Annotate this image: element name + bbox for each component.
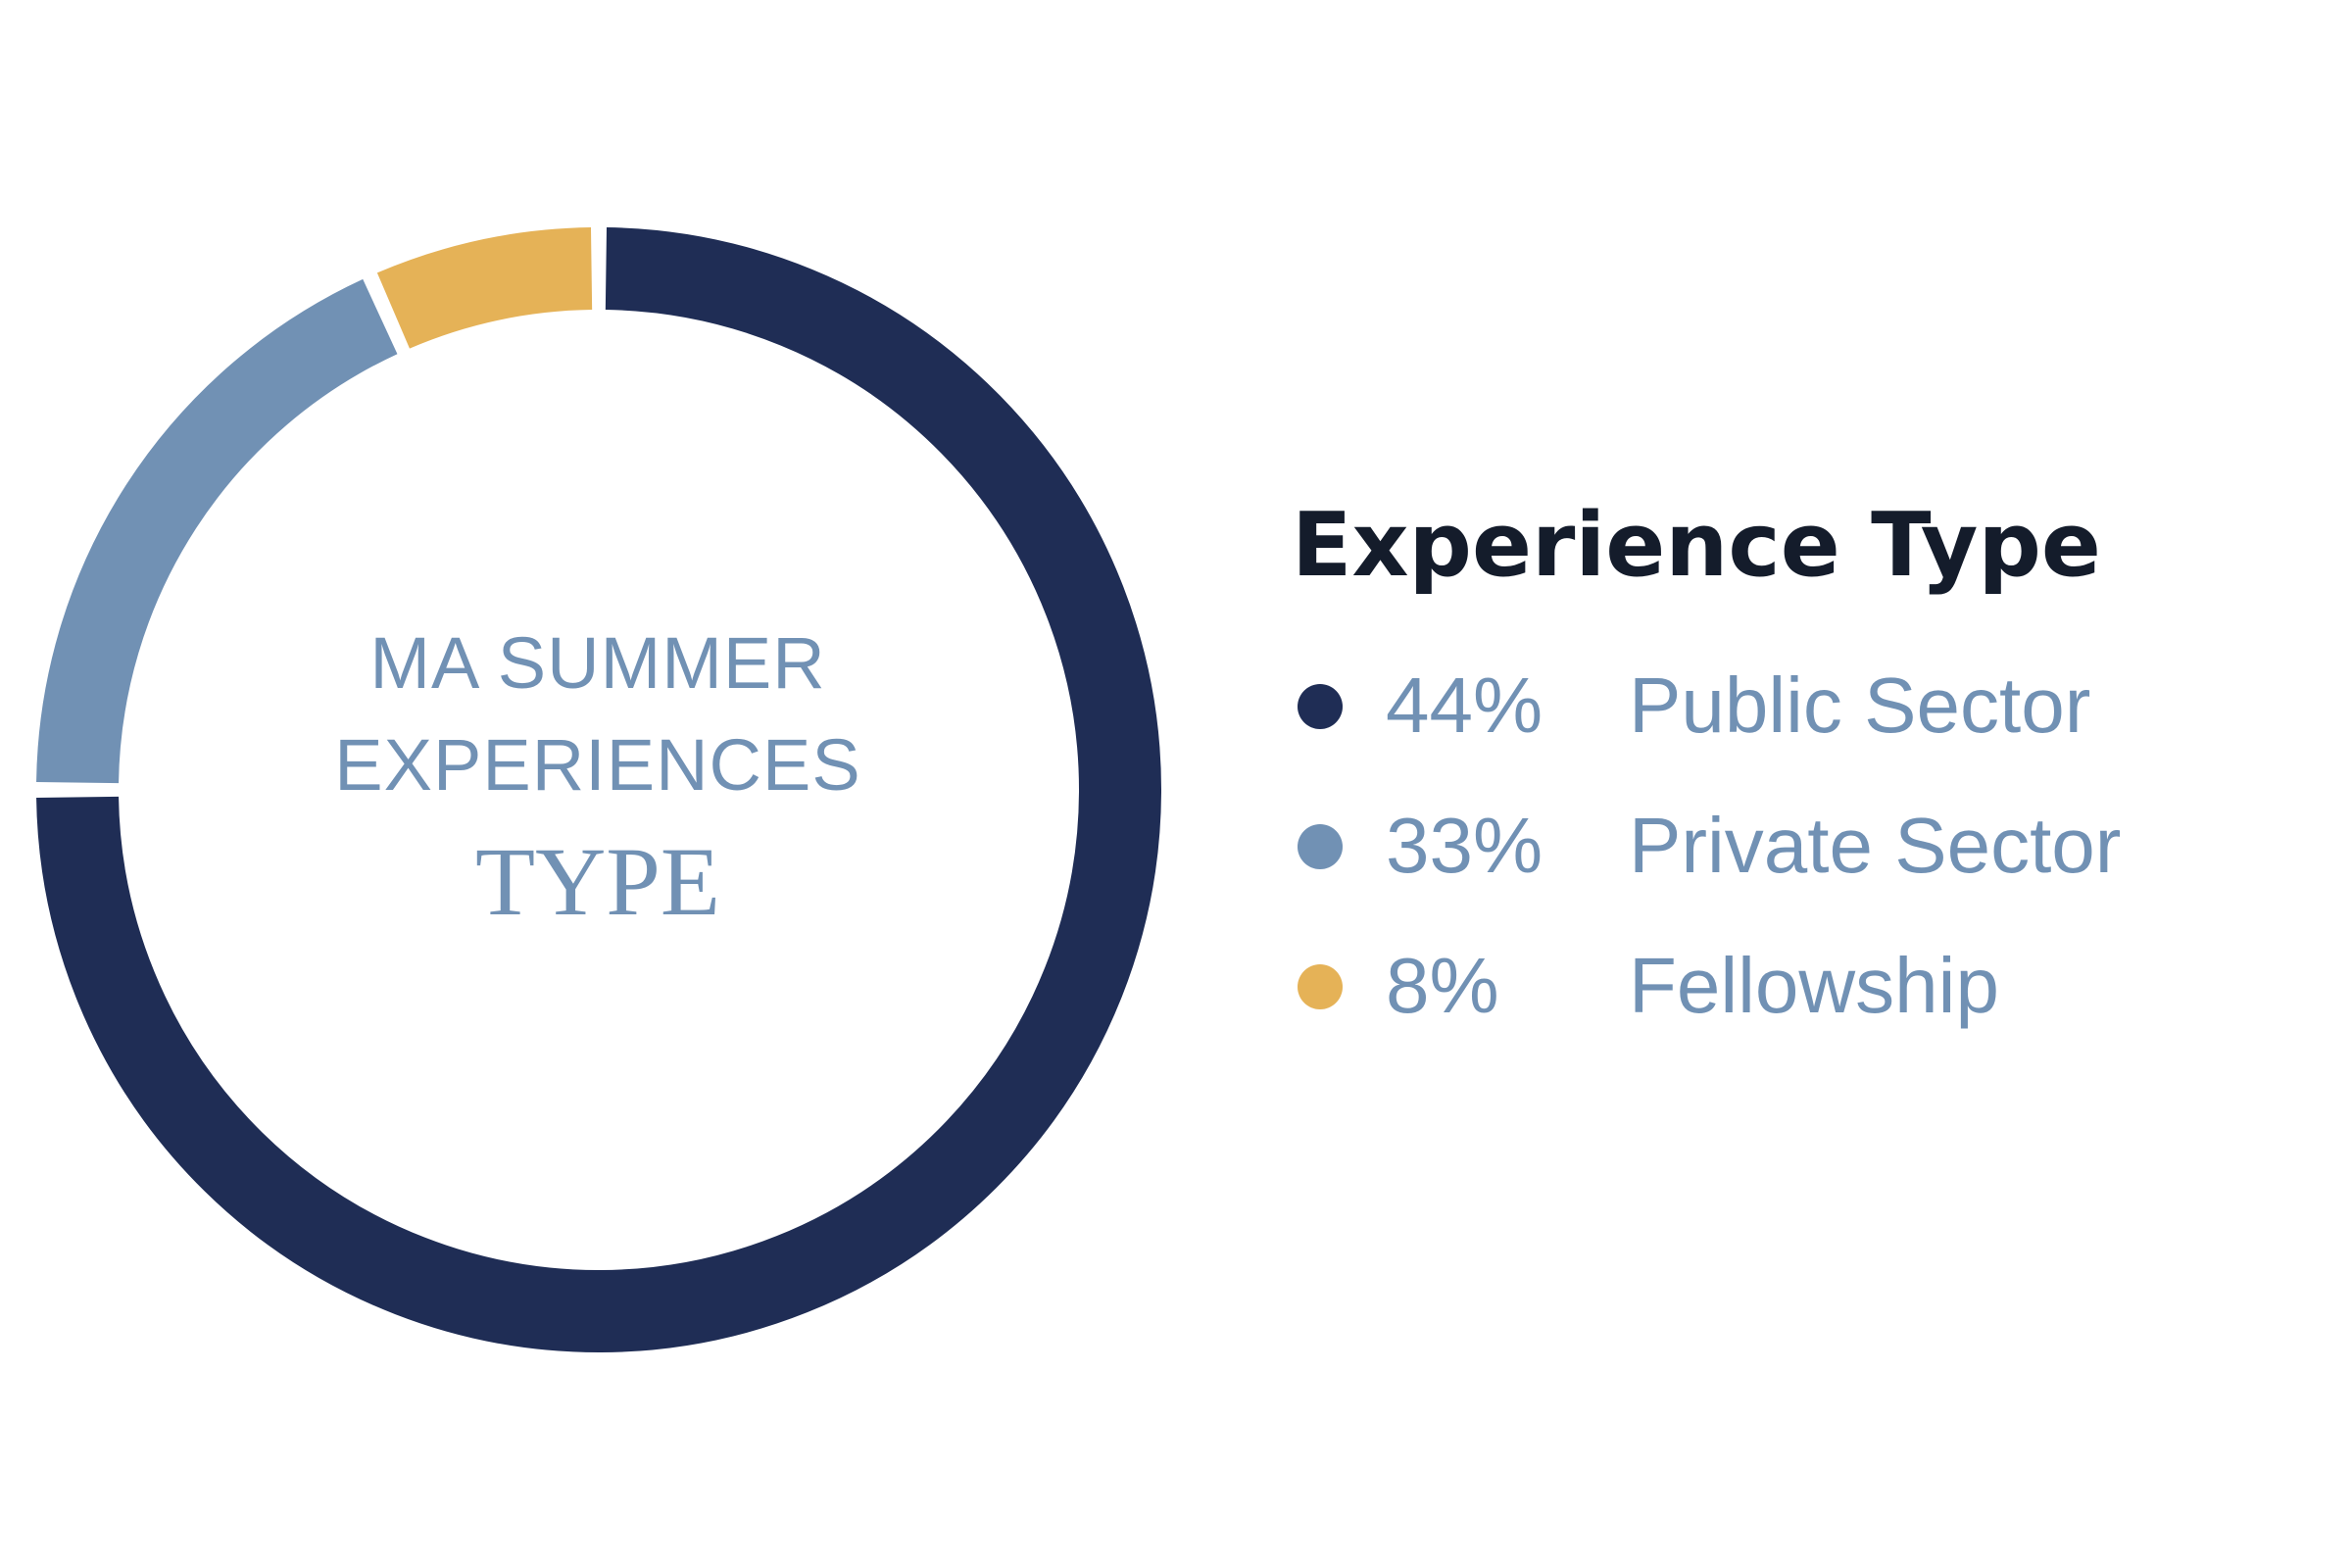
legend-label-fellowship: Fellowship bbox=[1629, 942, 1999, 1029]
legend-label-public-sector: Public Sector bbox=[1629, 662, 2091, 749]
legend-percent-fellowship: 8% bbox=[1386, 942, 1499, 1029]
donut-chart bbox=[36, 227, 1161, 1352]
legend-title: Experience Type bbox=[1292, 494, 2101, 597]
donut-segment-fellowship bbox=[376, 227, 593, 349]
center-label-line-1: MA SUMMER bbox=[369, 622, 826, 704]
donut-segment-public-sector bbox=[36, 227, 1161, 1352]
legend-percent-public-sector: 44% bbox=[1386, 662, 1544, 749]
legend-dot-fellowship bbox=[1298, 964, 1343, 1009]
legend-percent-private-sector: 33% bbox=[1386, 802, 1544, 889]
center-label-line-3: TYPE bbox=[475, 827, 720, 936]
legend-dot-public-sector bbox=[1298, 684, 1343, 729]
legend-item-public-sector: 44% Public Sector bbox=[1274, 659, 2254, 757]
legend-item-private-sector: 33% Private Sector bbox=[1274, 799, 2254, 897]
legend-label-private-sector: Private Sector bbox=[1629, 802, 2122, 889]
legend-dot-private-sector bbox=[1298, 824, 1343, 869]
legend-item-fellowship: 8% Fellowship bbox=[1274, 939, 2254, 1037]
center-label-line-2: EXPERIENCES bbox=[334, 724, 861, 806]
donut-segment-private-sector bbox=[36, 278, 398, 784]
